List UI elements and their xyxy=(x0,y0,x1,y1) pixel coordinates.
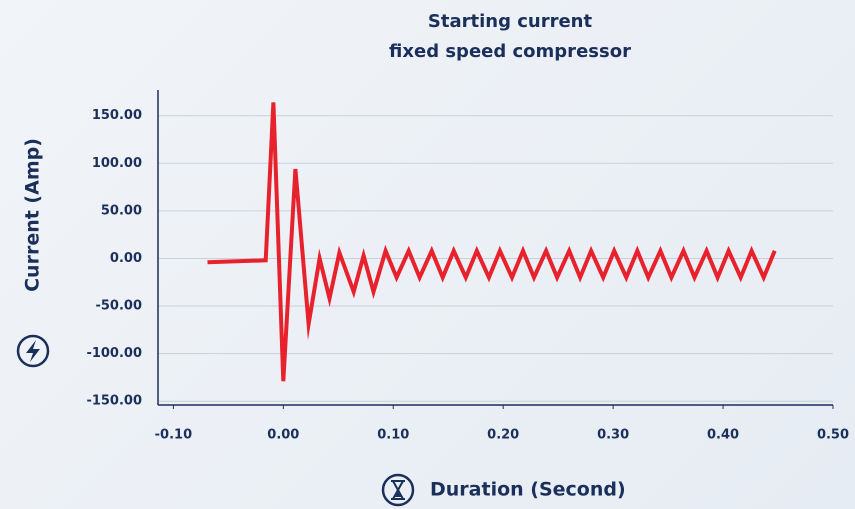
x-tick-label: 0.00 xyxy=(267,428,299,443)
chart-title: fixed speed compressor xyxy=(389,41,631,62)
chart-title: Starting current xyxy=(428,11,593,32)
hourglass-icon xyxy=(381,473,415,507)
x-tick-label: 0.20 xyxy=(487,428,519,443)
y-tick-label: 150.00 xyxy=(92,108,142,123)
x-tick-label: -0.10 xyxy=(155,428,192,443)
x-tick-label: 0.40 xyxy=(707,428,739,443)
y-tick-label: 50.00 xyxy=(101,203,142,218)
y-tick-label: -100.00 xyxy=(86,346,142,361)
data-line xyxy=(207,102,777,382)
y-axis-label: Current (Amp) xyxy=(22,138,44,292)
y-tick-label: -50.00 xyxy=(95,299,142,314)
x-axis-label: Duration (Second) xyxy=(430,479,626,501)
x-tick-label: 0.30 xyxy=(597,428,629,443)
x-tick-label: 0.10 xyxy=(377,428,409,443)
lightning-icon xyxy=(16,334,50,368)
y-tick-label: 0.00 xyxy=(110,251,142,266)
y-tick-label: 100.00 xyxy=(92,156,142,171)
x-tick-label: 0.50 xyxy=(817,428,849,443)
y-tick-label: -150.00 xyxy=(86,394,142,409)
